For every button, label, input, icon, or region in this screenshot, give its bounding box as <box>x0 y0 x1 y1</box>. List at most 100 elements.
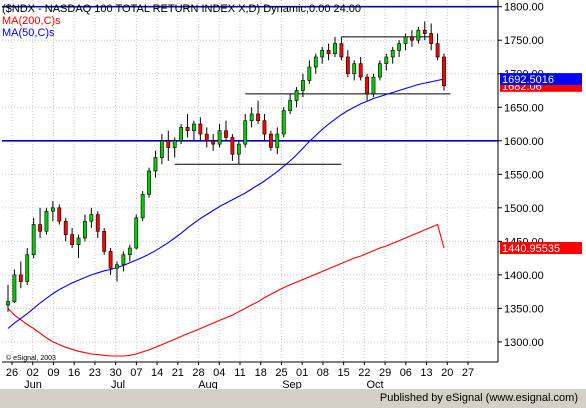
candle-body <box>38 224 42 232</box>
x-tick-label: 22 <box>358 367 370 379</box>
candle-body <box>416 29 421 41</box>
candle-body <box>326 49 331 54</box>
candle-body <box>333 43 337 54</box>
candle-body <box>345 56 350 75</box>
candle-body <box>25 254 30 282</box>
candle-body <box>268 133 273 148</box>
watermark: © eSignal, 2003 <box>6 354 56 362</box>
value-tag-bg <box>500 242 582 255</box>
candle-body <box>153 157 158 172</box>
candle-body <box>89 214 94 222</box>
candle-body <box>102 230 107 252</box>
candle-body <box>217 130 222 145</box>
y-tick-label: 1350.00 <box>504 303 544 315</box>
x-tick-label: 15 <box>338 367 350 379</box>
legend-entry: MA(200,C)s <box>2 15 61 27</box>
candle-body <box>76 237 81 245</box>
candle-body <box>121 254 126 266</box>
candle-body <box>224 130 228 138</box>
x-tick-label: 04 <box>213 367 225 379</box>
x-month-label: Aug <box>198 379 218 391</box>
y-tick-label: 1650.00 <box>504 102 544 114</box>
candle-body <box>83 220 87 239</box>
y-tick-label: 1400.00 <box>504 270 544 282</box>
y-tick-label: 1300.00 <box>504 337 544 349</box>
x-tick-label: 11 <box>234 367 245 379</box>
x-tick-label: 27 <box>462 367 474 379</box>
x-tick-label: 16 <box>68 367 80 379</box>
x-tick-label: 30 <box>110 367 122 379</box>
y-tick-label: 1750.00 <box>504 35 544 47</box>
x-tick-label: 14 <box>151 367 163 379</box>
candle-body <box>294 90 299 101</box>
candle-body <box>275 133 280 148</box>
candle-body <box>281 110 286 135</box>
candle-body <box>384 56 389 64</box>
footer-bar: Published by eSignal (www.esignal.com) <box>0 389 586 408</box>
x-tick-label: 26 <box>6 367 18 379</box>
candle-body <box>377 63 382 78</box>
x-tick-label: 21 <box>172 367 184 379</box>
x-month-label: Oct <box>366 379 383 391</box>
candle-body <box>57 207 62 222</box>
candle-body <box>172 140 177 148</box>
candle-body <box>301 80 305 91</box>
candle-body <box>390 49 395 58</box>
candle-body <box>403 36 408 44</box>
x-month-label: Jun <box>24 379 42 391</box>
candle-body <box>159 140 164 158</box>
candle-body <box>192 123 196 132</box>
candle-body <box>185 127 190 132</box>
candle-body <box>115 264 119 269</box>
candle-body <box>397 43 402 51</box>
candle-body <box>230 137 235 155</box>
x-tick-label: 13 <box>420 367 432 379</box>
chart-title: ($NDX - NASDAQ 100 TOTAL RETURN INDEX X,… <box>2 3 361 15</box>
x-tick-label: 29 <box>379 367 391 379</box>
x-tick-label: 28 <box>192 367 204 379</box>
candle-body <box>50 207 55 212</box>
candle-body <box>6 301 10 306</box>
candle-body <box>243 120 248 145</box>
x-tick-label: 25 <box>275 367 287 379</box>
candle-body <box>211 140 216 145</box>
footer-text: Published by eSignal (www.esignal.com) <box>379 392 578 404</box>
x-tick-label: 23 <box>89 367 101 379</box>
plot-area <box>2 0 498 362</box>
candle-body <box>70 234 75 245</box>
candle-body <box>352 63 357 75</box>
candle-body <box>249 113 254 121</box>
candle-body <box>166 140 171 148</box>
value-tag-label: 1692.5016 <box>502 74 554 86</box>
candle-body <box>108 251 113 269</box>
candle-body <box>313 56 318 68</box>
candle-body <box>147 170 151 195</box>
y-axis-panel <box>498 0 586 389</box>
candle-body <box>365 76 369 95</box>
candle-body <box>134 217 139 249</box>
candle-body <box>198 123 203 135</box>
candle-body <box>307 66 312 81</box>
x-month-label: Sep <box>282 379 302 391</box>
x-tick-label: 07 <box>130 367 142 379</box>
candle-body <box>410 36 414 41</box>
ma50-line <box>7 78 445 329</box>
y-tick-label: 1550.00 <box>504 169 544 181</box>
candle-body <box>31 224 36 256</box>
x-tick-label: 20 <box>441 367 453 379</box>
candle-body <box>256 113 260 121</box>
candle-body <box>358 63 363 78</box>
value-tag-bg <box>500 73 582 86</box>
y-tick-label: 1500.00 <box>504 203 544 215</box>
candle-body <box>339 43 344 58</box>
x-month-label: Jul <box>111 379 125 391</box>
candle-body <box>429 33 434 44</box>
candle-body <box>179 127 184 142</box>
candle-body <box>422 29 427 34</box>
candle-body <box>371 76 376 95</box>
candle-body <box>204 133 209 142</box>
x-tick-label: 02 <box>27 367 39 379</box>
candle-body <box>320 49 325 58</box>
x-tick-label: 08 <box>317 367 329 379</box>
